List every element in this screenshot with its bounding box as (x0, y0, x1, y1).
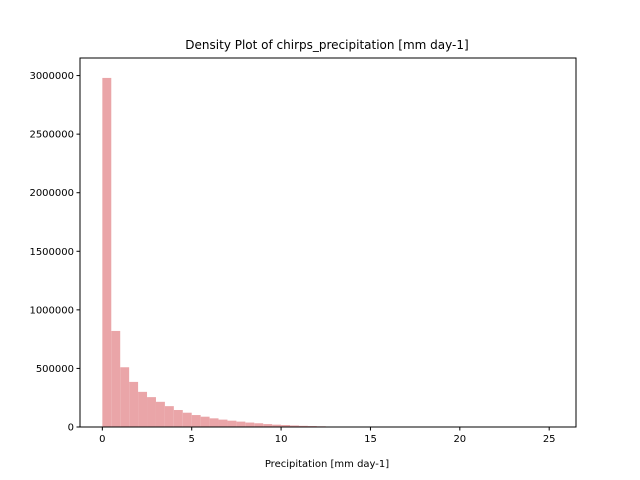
histogram-bar (200, 416, 210, 427)
histogram-bar (155, 401, 165, 427)
x-tick-label: 15 (364, 434, 377, 445)
histogram-bar (236, 421, 246, 427)
y-tick-label: 500000 (36, 364, 74, 375)
histogram-bar (191, 415, 201, 427)
y-tick-label: 2500000 (29, 130, 74, 141)
y-tick-label: 1500000 (29, 247, 74, 258)
histogram-bar (173, 410, 183, 427)
y-tick-label: 2000000 (29, 188, 74, 199)
x-tick-label: 25 (543, 434, 556, 445)
histogram-bar (129, 381, 139, 427)
plot-frame (79, 57, 577, 428)
y-axis-ticks: 0 500000 1000000 1500000 2000000 2500000 30000… (29, 71, 80, 434)
histogram-bar (290, 425, 299, 427)
y-tick-label: 0 (68, 423, 74, 434)
histogram-bar (218, 419, 228, 427)
chart-title: Density Plot of chirps_precipitation [mm… (185, 38, 468, 52)
bars (102, 77, 550, 428)
x-axis-ticks: 0 5 10 15 20 25 (99, 427, 556, 445)
x-tick-label: 10 (275, 434, 288, 445)
histogram-bar (254, 423, 264, 427)
histogram-bar (164, 406, 174, 427)
histogram-bar (120, 367, 130, 427)
y-tick-label: 3000000 (29, 71, 74, 82)
histogram-bar (182, 412, 192, 427)
histogram-bar (138, 391, 148, 427)
histogram-bar (147, 397, 156, 427)
histogram-bar (209, 418, 219, 427)
x-axis-label: Precipitation [mm day-1] (265, 459, 389, 470)
histogram-bar (263, 424, 273, 427)
histogram-bar (111, 330, 121, 427)
histogram-bar (272, 424, 282, 427)
x-tick-label: 20 (453, 434, 466, 445)
histogram-bar (298, 425, 308, 427)
histogram-bar (102, 77, 112, 428)
histogram-bar (281, 425, 291, 427)
histogram-bar (227, 420, 237, 427)
y-tick-label: 1000000 (29, 305, 74, 316)
histogram-bar (245, 422, 255, 427)
x-tick-label: 5 (189, 434, 195, 445)
x-tick-label: 0 (99, 434, 105, 445)
